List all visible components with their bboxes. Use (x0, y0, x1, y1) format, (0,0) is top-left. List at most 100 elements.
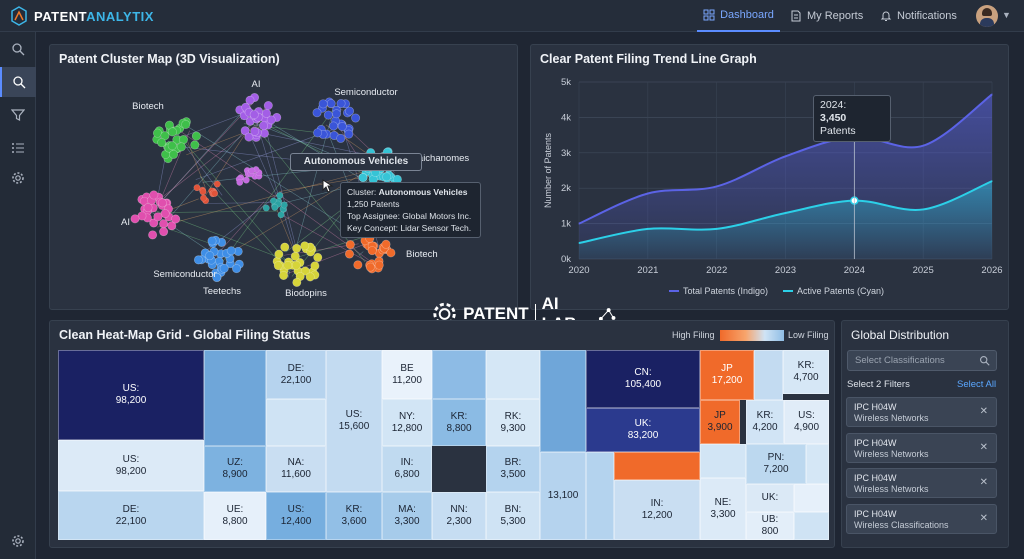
heatmap-cell[interactable]: IN: 12,200 (614, 480, 700, 540)
heatmap-cell[interactable]: KR: 4,200 (746, 400, 784, 444)
heatmap-cell[interactable]: JP 3,900 (700, 400, 740, 444)
close-icon[interactable]: ✕ (979, 512, 988, 524)
x-tick-label: 2024 (844, 265, 865, 276)
heatmap-cell[interactable]: NA: 11,600 (266, 446, 326, 492)
cluster-node (367, 246, 377, 256)
heatmap-cell[interactable]: US: 98,200 (58, 440, 204, 491)
cluster-node (152, 128, 162, 138)
filter-chip[interactable]: IPC H04W Wireless Classifications ✕ (846, 503, 997, 534)
heatmap-cell[interactable]: DE: 22,100 (266, 350, 326, 399)
logo-icon (11, 6, 27, 26)
sidebar-settings[interactable] (0, 163, 36, 193)
sidebar-search-top[interactable] (0, 34, 36, 64)
cluster-node (291, 260, 301, 270)
chevron-down-icon[interactable]: ▼ (1002, 10, 1011, 20)
tooltip-cluster-name: Autonomous Vehicles (378, 187, 468, 197)
cluster-node (300, 241, 310, 251)
heatmap-cell[interactable]: UE: 8,800 (204, 492, 266, 540)
app-logo[interactable]: PATENTANALYTIX (10, 6, 154, 26)
heatmap-cell[interactable]: US: 4,900 (784, 400, 829, 444)
heatmap-cell[interactable]: BR: 3,500 (486, 446, 540, 492)
heatmap-cell-code: MA: (398, 504, 416, 515)
cluster-node (157, 198, 167, 208)
sidebar-settings-bottom[interactable] (0, 526, 36, 556)
trend-line-chart[interactable]: 0k 1k 2k 3k 4k 5k 2020 2021 2022 2023 2024 2025 2026… (531, 45, 1010, 311)
cluster-node (232, 264, 242, 274)
minor-cluster[interactable] (193, 180, 221, 205)
heatmap-cell-code: RK: (504, 410, 522, 422)
minor-cluster[interactable] (262, 192, 288, 219)
heatmap-cell[interactable]: UK: (746, 484, 794, 512)
cluster-semiconductor-2[interactable] (312, 97, 361, 143)
cluster-node (280, 201, 288, 209)
heatmap-tile[interactable] (794, 484, 829, 512)
filter-chip[interactable]: IPC H04W Wireless Networks ✕ (846, 468, 997, 498)
heatmap-cell-value: 13,100 (547, 490, 579, 501)
heatmap-cell[interactable]: US: 15,600 (326, 350, 382, 492)
heatmap-cell[interactable]: UZ: 8,900 (204, 446, 266, 492)
cluster-ai-0[interactable] (235, 93, 282, 142)
close-icon[interactable]: ✕ (979, 406, 988, 417)
cluster-ai-4[interactable] (130, 190, 181, 240)
heatmap-cell[interactable]: 13,100 (540, 452, 586, 540)
sidebar-search-active[interactable] (0, 67, 36, 97)
heatmap-cell[interactable]: PN: 7,200 (746, 444, 806, 484)
heatmap-cell-code: UK: (634, 418, 652, 429)
heatmap-tile[interactable] (486, 350, 540, 399)
cluster-node (160, 131, 170, 141)
heatmap-cell[interactable]: NY: 12,800 (382, 399, 432, 446)
sidebar-filter[interactable] (0, 100, 36, 130)
filter-chip-code: IPC H04W (854, 437, 897, 448)
filter-chip[interactable]: IPC H04W Wireless Networks ✕ (846, 397, 997, 427)
heatmap-tile[interactable] (266, 399, 326, 446)
filter-chip[interactable]: IPC H04W Wireless Networks ✕ (846, 432, 997, 463)
heatmap-cell[interactable]: US: 12,400 (266, 492, 326, 540)
heatmap-cell[interactable]: IN: 6,800 (382, 446, 432, 492)
heatmap-cell[interactable]: KR: 8,800 (432, 399, 486, 446)
select-all-link[interactable]: Select All (957, 379, 997, 390)
nav-dashboard[interactable]: Dashboard (697, 0, 780, 32)
search-icon[interactable] (979, 355, 990, 366)
heatmap-tile[interactable] (754, 350, 783, 400)
heatmap-cell[interactable]: JP 17,200 (700, 350, 754, 400)
cluster-map-visualization[interactable]: AI Biotech Semiconductor Maichanomes AI Semic… (50, 45, 519, 311)
nav-my-reports[interactable]: My Reports (790, 0, 863, 32)
cluster-biotech-8[interactable] (344, 224, 396, 274)
minor-cluster[interactable] (235, 166, 263, 186)
heatmap-cell[interactable]: CN: 105,400 (586, 350, 700, 408)
heatmap-tile[interactable] (540, 350, 586, 452)
heatmap-tile[interactable] (700, 444, 746, 478)
cluster-biotech-1[interactable] (152, 117, 201, 164)
heatmap-cell[interactable]: MA: 3,300 (382, 492, 432, 540)
heatmap-tile[interactable] (586, 452, 614, 540)
close-icon[interactable]: ✕ (979, 441, 988, 453)
heatmap-grid[interactable]: US: 98,200 US: 98,200 DE: 22,100 UZ: 8,900 UE: 8,… (58, 350, 829, 540)
y-axis-label: Number of Patents (543, 132, 553, 208)
user-avatar[interactable] (976, 5, 998, 27)
nav-notifications[interactable]: Notifications (880, 0, 957, 32)
heatmap-cell[interactable]: RK: 9,300 (486, 399, 540, 446)
heatmap-cell[interactable]: NN: 2,300 (432, 492, 486, 540)
heatmap-cell[interactable]: BE 11,200 (382, 350, 432, 399)
sidebar-list[interactable] (0, 133, 36, 163)
heatmap-cell[interactable]: BN: 5,300 (486, 492, 540, 540)
heatmap-cell[interactable]: DE: 22,100 (58, 491, 204, 540)
close-icon[interactable]: ✕ (979, 477, 988, 488)
heatmap-cell-code: UK: (761, 492, 779, 503)
cluster-semiconductor-5[interactable] (193, 235, 244, 283)
heatmap-tile[interactable] (614, 452, 700, 480)
heatmap-cell[interactable]: UB: 800 (746, 512, 794, 540)
heatmap-tile[interactable] (432, 350, 486, 399)
heatmap-cell[interactable]: KR: 3,600 (326, 492, 382, 540)
heatmap-cell[interactable]: UK: 83,200 (586, 408, 700, 452)
classification-search-field[interactable]: Select Classifications (847, 350, 997, 371)
heatmap-cell[interactable]: KR: 4,700 (783, 350, 829, 394)
heatmap-tile[interactable] (794, 512, 829, 540)
heatmap-tile[interactable] (204, 350, 266, 446)
cluster-biodopins-7[interactable] (272, 241, 323, 287)
heatmap-tile[interactable] (806, 444, 829, 484)
heatmap-cell[interactable]: NE: 3,300 (700, 478, 746, 540)
heatmap-cell-value: 2,300 (446, 516, 472, 527)
heatmap-cell[interactable]: US: 98,200 (58, 350, 204, 440)
legend-gradient (720, 330, 784, 341)
